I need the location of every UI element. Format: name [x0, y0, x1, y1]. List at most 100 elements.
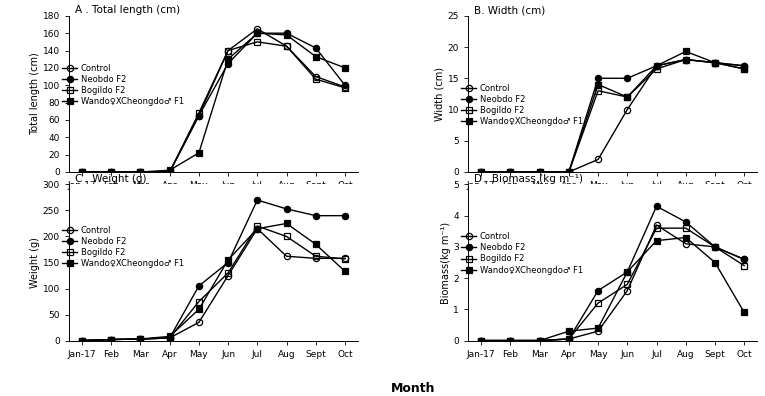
Bogildo F2 — [652, 226, 661, 230]
Wando♀XCheongdo♂ F1 — [311, 242, 321, 247]
Line: Control: Control — [478, 222, 747, 344]
Bogildo F2 — [194, 110, 203, 115]
Neobdo F2 — [252, 198, 262, 202]
Wando♀XCheongdo♂ F1 — [77, 169, 86, 174]
Bogildo F2 — [535, 169, 544, 174]
Bogildo F2 — [340, 257, 350, 261]
Bogildo F2 — [252, 224, 262, 228]
Bogildo F2 — [506, 169, 515, 174]
Wando♀XCheongdo♂ F1 — [136, 169, 145, 174]
Control — [535, 169, 544, 174]
Bogildo F2 — [477, 338, 486, 343]
Bogildo F2 — [77, 338, 86, 343]
Control — [565, 337, 574, 341]
Wando♀XCheongdo♂ F1 — [652, 63, 661, 68]
Wando♀XCheongdo♂ F1 — [740, 310, 749, 315]
Wando♀XCheongdo♂ F1 — [594, 82, 603, 87]
Neobdo F2 — [106, 337, 116, 342]
Control — [711, 244, 720, 249]
Wando♀XCheongdo♂ F1 — [136, 337, 145, 341]
Bogildo F2 — [594, 88, 603, 93]
Wando♀XCheongdo♂ F1 — [252, 226, 262, 231]
Wando♀XCheongdo♂ F1 — [740, 67, 749, 71]
Bogildo F2 — [565, 337, 574, 341]
Wando♀XCheongdo♂ F1 — [106, 337, 116, 342]
Bogildo F2 — [165, 335, 174, 340]
Neobdo F2 — [106, 169, 116, 174]
Y-axis label: Width (cm): Width (cm) — [435, 67, 444, 121]
Bogildo F2 — [77, 169, 86, 174]
Bogildo F2 — [535, 338, 544, 343]
Bogildo F2 — [282, 44, 291, 49]
Wando♀XCheongdo♂ F1 — [477, 338, 486, 343]
Neobdo F2 — [311, 213, 321, 218]
Wando♀XCheongdo♂ F1 — [565, 329, 574, 333]
Control — [194, 320, 203, 325]
Bogildo F2 — [223, 48, 233, 53]
Y-axis label: Weight (g): Weight (g) — [30, 237, 40, 288]
Control — [535, 338, 544, 343]
Wando♀XCheongdo♂ F1 — [681, 49, 690, 54]
Line: Neobdo F2: Neobdo F2 — [478, 203, 747, 344]
Legend: Control, Neobdo F2, Bogildo F2, Wando♀XCheongdo♂ F1: Control, Neobdo F2, Bogildo F2, Wando♀XC… — [60, 224, 186, 271]
Control — [252, 27, 262, 31]
Control — [340, 256, 350, 261]
Neobdo F2 — [340, 83, 350, 88]
Neobdo F2 — [535, 169, 544, 174]
Control — [623, 107, 632, 112]
Control — [652, 223, 661, 227]
Wando♀XCheongdo♂ F1 — [623, 270, 632, 274]
Neobdo F2 — [623, 76, 632, 81]
Y-axis label: Biomass(kg m⁻¹): Biomass(kg m⁻¹) — [441, 221, 451, 304]
Bogildo F2 — [282, 234, 291, 239]
Bogildo F2 — [106, 337, 116, 342]
Neobdo F2 — [136, 169, 145, 174]
Neobdo F2 — [652, 63, 661, 68]
Wando♀XCheongdo♂ F1 — [77, 338, 86, 343]
Control — [477, 169, 486, 174]
Line: Neobdo F2: Neobdo F2 — [79, 30, 348, 175]
Wando♀XCheongdo♂ F1 — [340, 65, 350, 70]
Neobdo F2 — [565, 337, 574, 341]
Neobdo F2 — [477, 338, 486, 343]
Wando♀XCheongdo♂ F1 — [623, 95, 632, 99]
Neobdo F2 — [282, 31, 291, 36]
Text: D . Biomass (kg m⁻¹): D . Biomass (kg m⁻¹) — [474, 174, 583, 184]
Neobdo F2 — [194, 284, 203, 288]
Wando♀XCheongdo♂ F1 — [194, 150, 203, 155]
Bogildo F2 — [477, 169, 486, 174]
Line: Wando♀XCheongdo♂ F1: Wando♀XCheongdo♂ F1 — [79, 30, 348, 175]
Neobdo F2 — [223, 260, 233, 265]
Neobdo F2 — [711, 244, 720, 249]
Control — [711, 60, 720, 65]
Line: Wando♀XCheongdo♂ F1: Wando♀XCheongdo♂ F1 — [478, 234, 747, 344]
Wando♀XCheongdo♂ F1 — [681, 235, 690, 240]
Control — [477, 338, 486, 343]
Wando♀XCheongdo♂ F1 — [711, 260, 720, 265]
Bogildo F2 — [711, 244, 720, 249]
Wando♀XCheongdo♂ F1 — [535, 169, 544, 174]
Wando♀XCheongdo♂ F1 — [282, 221, 291, 226]
Bogildo F2 — [623, 282, 632, 287]
Control — [106, 169, 116, 174]
Wando♀XCheongdo♂ F1 — [652, 238, 661, 243]
Control — [740, 257, 749, 262]
Wando♀XCheongdo♂ F1 — [165, 334, 174, 339]
Bogildo F2 — [681, 57, 690, 62]
Wando♀XCheongdo♂ F1 — [252, 31, 262, 36]
Neobdo F2 — [740, 63, 749, 68]
Control — [652, 63, 661, 68]
Neobdo F2 — [77, 169, 86, 174]
Wando♀XCheongdo♂ F1 — [340, 269, 350, 274]
Control — [594, 157, 603, 162]
Bogildo F2 — [740, 67, 749, 71]
Bogildo F2 — [165, 169, 174, 174]
Line: Bogildo F2: Bogildo F2 — [478, 225, 747, 344]
Control — [136, 169, 145, 174]
Neobdo F2 — [740, 257, 749, 262]
Wando♀XCheongdo♂ F1 — [565, 169, 574, 174]
Control — [282, 44, 291, 49]
Control — [165, 335, 174, 340]
Legend: Control, Neobdo F2, Bogildo F2, Wando♀XCheongdo♂ F1: Control, Neobdo F2, Bogildo F2, Wando♀XC… — [459, 82, 585, 129]
Bogildo F2 — [623, 95, 632, 99]
